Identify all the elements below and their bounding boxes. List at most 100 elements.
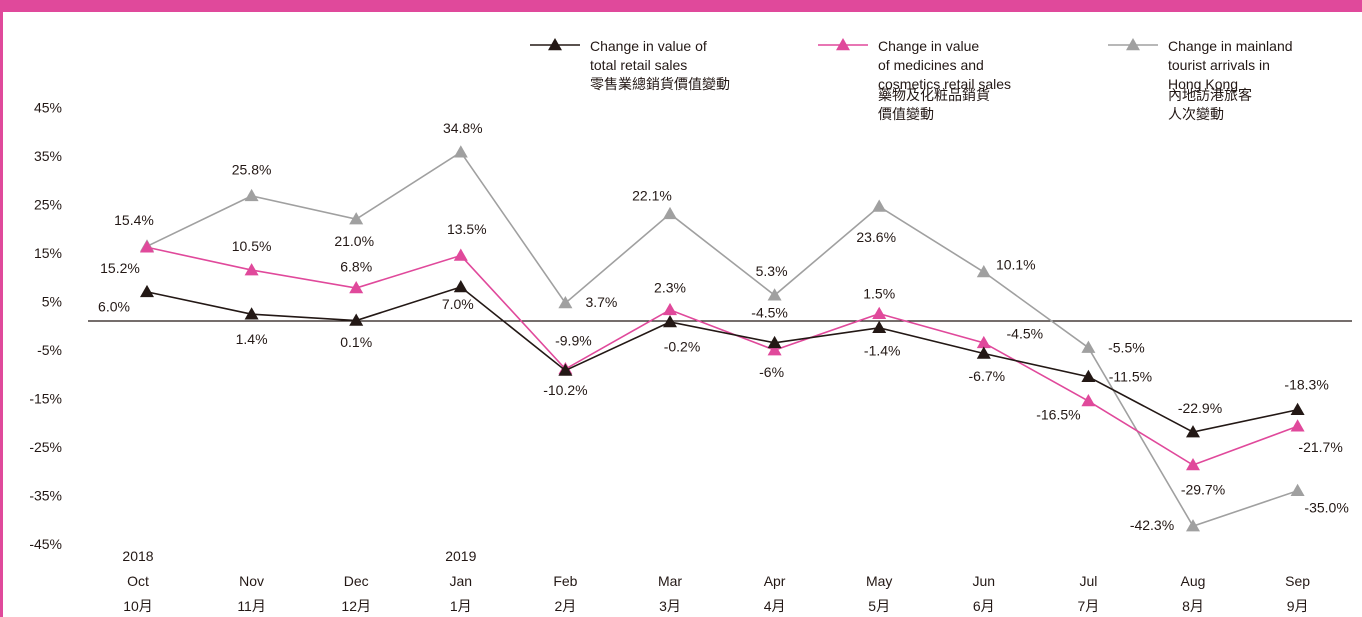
point-marker [663, 302, 677, 316]
x-tick-label: Feb 2月 [553, 573, 577, 614]
point-marker [767, 343, 782, 356]
y-tick-label: -25% [29, 439, 62, 455]
x-tick-label: Aug 8月 [1181, 573, 1206, 614]
point-marker [140, 284, 154, 298]
data-label: 25.8% [232, 162, 272, 178]
point-marker [976, 346, 991, 359]
point-marker [349, 281, 364, 294]
y-tick-label: -5% [37, 342, 62, 358]
legend-marker [1126, 38, 1140, 51]
data-label: 7.0% [442, 296, 474, 312]
data-label: -22.9% [1178, 400, 1222, 416]
data-label: 6.8% [340, 259, 372, 275]
data-label: -42.3% [1130, 517, 1174, 533]
data-label: 13.5% [447, 221, 487, 237]
point-marker [1081, 369, 1096, 383]
x-tick-label: Jul 7月 [1078, 573, 1100, 614]
series-line [146, 246, 1298, 466]
point-marker [872, 199, 887, 212]
point-marker [349, 212, 364, 225]
point-marker [663, 206, 677, 220]
data-label: -5.5% [1108, 339, 1145, 355]
point-marker [1186, 425, 1200, 438]
data-label: 10.1% [996, 257, 1036, 273]
x-tick-label: 2018 Oct 10月 [122, 548, 153, 614]
point-marker [1290, 419, 1305, 432]
point-marker [1186, 519, 1200, 532]
point-marker [767, 335, 782, 349]
point-marker [1290, 483, 1305, 496]
data-label: 10.5% [232, 238, 272, 254]
x-tick-label: Apr 4月 [764, 573, 786, 614]
point-marker [1081, 394, 1096, 407]
data-label: -11.5% [1109, 368, 1152, 384]
data-label: 23.6% [856, 229, 896, 245]
point-marker [1186, 458, 1200, 471]
point-marker [349, 313, 364, 326]
data-label: -9.9% [555, 333, 592, 349]
data-label: 6.0% [98, 299, 130, 315]
data-label: -0.2% [664, 339, 701, 355]
y-tick-label: 35% [34, 148, 62, 164]
point-marker [140, 240, 154, 253]
data-label: -6.7% [969, 368, 1006, 384]
x-tick-label: May 5月 [866, 573, 892, 614]
data-label: 22.1% [632, 188, 672, 204]
data-label: -16.5% [1036, 407, 1080, 423]
series-line [146, 286, 1298, 433]
data-label: -29.7% [1181, 482, 1225, 498]
x-tick-label: Dec 12月 [341, 573, 371, 614]
legend-label: Change in mainland tourist arrivals in Hon… [1168, 38, 1293, 122]
data-label: 15.4% [114, 212, 154, 228]
data-label: -18.3% [1284, 376, 1328, 392]
y-tick-label: -15% [29, 390, 62, 406]
data-label: 15.2% [100, 260, 140, 276]
data-label: 21.0% [334, 233, 374, 249]
point-marker [244, 263, 259, 276]
data-label: 5.3% [756, 263, 788, 279]
point-marker [244, 188, 259, 202]
x-tick-label: 2019 Jan 1月 [445, 548, 476, 614]
point-marker [663, 314, 677, 328]
series-line [146, 151, 1298, 528]
data-label: 2.3% [654, 280, 686, 296]
point-marker [767, 288, 782, 301]
data-label: 1.4% [236, 331, 268, 347]
y-tick-label: 5% [42, 293, 62, 309]
data-label: 34.8% [443, 120, 483, 136]
x-tick-label: Jun 6月 [973, 573, 996, 614]
point-marker [558, 296, 573, 309]
data-label: -35.0% [1304, 499, 1348, 515]
point-marker [872, 320, 887, 334]
data-label: 1.5% [863, 285, 895, 301]
point-marker [872, 306, 887, 319]
data-label: -4.5% [751, 305, 788, 321]
y-tick-label: 15% [34, 245, 62, 261]
legend-marker [548, 38, 562, 51]
x-tick-label: Mar 3月 [658, 573, 682, 614]
x-tick-label: Sep 9月 [1285, 573, 1310, 614]
left-bar [0, 0, 3, 617]
point-marker [453, 280, 468, 293]
legend-label: Change in value of medicines and cosmetics… [878, 38, 1011, 122]
data-label: -10.2% [543, 382, 587, 398]
top-bar [0, 0, 1362, 12]
y-tick-label: 25% [34, 196, 62, 212]
data-label: -21.7% [1298, 439, 1342, 455]
point-marker [1081, 340, 1096, 353]
point-marker [244, 307, 259, 320]
data-label: -4.5% [1007, 326, 1044, 342]
legend-label: Change in value of total retail sales 零售業總… [590, 38, 730, 92]
data-label: 0.1% [340, 334, 372, 350]
x-tick-label: Nov 11月 [237, 573, 266, 614]
point-marker [976, 265, 991, 278]
data-label: -6% [759, 364, 784, 380]
point-marker [453, 248, 468, 261]
point-marker [558, 363, 573, 376]
point-marker [976, 335, 991, 349]
data-label: -1.4% [864, 342, 901, 358]
point-marker [1290, 402, 1305, 416]
y-tick-label: -35% [29, 487, 62, 503]
